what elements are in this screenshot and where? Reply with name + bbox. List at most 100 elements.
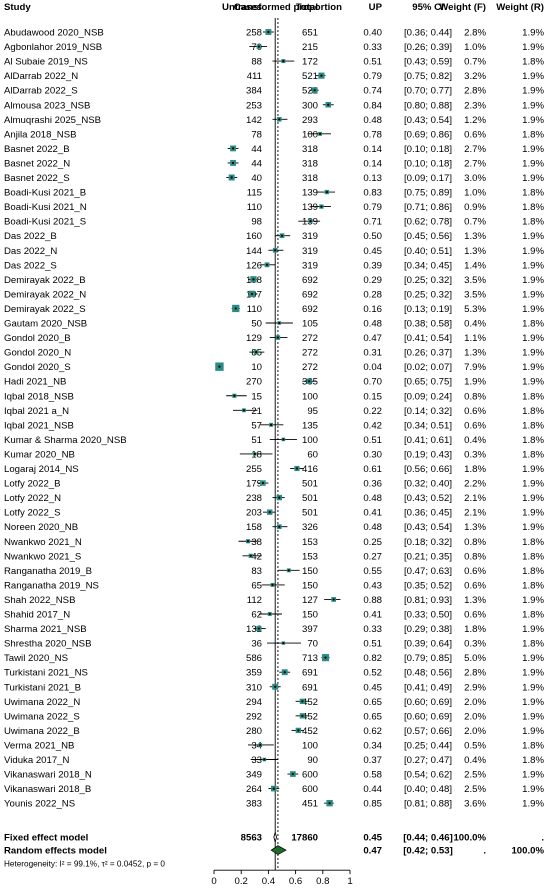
study-label: Verma 2021_NB xyxy=(4,740,74,751)
study-weight-r: 1.8% xyxy=(522,639,544,650)
study-weight-r: 1.9% xyxy=(522,624,544,635)
study-cases: 253 xyxy=(246,100,262,111)
study-cases: 179 xyxy=(246,479,262,490)
study-label: Das 2022_N xyxy=(4,246,57,257)
study-point xyxy=(274,249,277,252)
study-up: 0.41 xyxy=(363,610,382,621)
study-label: Vikanaswari 2018_N xyxy=(4,770,92,781)
study-ci: [0.26; 0.39] xyxy=(404,42,452,53)
study-label: Iqbal 2021_NSB xyxy=(4,420,74,431)
study-total: 90 xyxy=(307,755,318,766)
study-ci: [0.36; 0.45] xyxy=(404,508,452,519)
study-total: 451 xyxy=(302,799,318,810)
study-point xyxy=(270,423,273,426)
study-weight-f: 2.8% xyxy=(464,668,486,679)
study-total: 416 xyxy=(302,464,318,475)
study-label: Das 2022_B xyxy=(4,231,57,242)
random-effects-up: 0.47 xyxy=(363,846,382,857)
study-weight-r: 1.8% xyxy=(522,449,544,460)
study-ci: [0.45; 0.56] xyxy=(404,231,452,242)
study-ci: [0.09; 0.17] xyxy=(404,173,452,184)
study-point xyxy=(250,292,254,295)
study-weight-r: 1.9% xyxy=(522,464,544,475)
study-weight-f: 5.3% xyxy=(464,304,486,315)
study-weight-f: 2.1% xyxy=(464,493,486,504)
study-point xyxy=(332,598,335,601)
study-label: Gautam 2020_NSB xyxy=(4,319,87,330)
study-cases: 65 xyxy=(251,580,262,591)
study-cases: 10 xyxy=(251,362,262,373)
study-cases: 70 xyxy=(251,42,262,53)
study-up: 0.70 xyxy=(363,377,382,388)
study-point xyxy=(265,263,269,266)
study-cases: 384 xyxy=(246,86,263,97)
study-total: 139 xyxy=(302,202,318,213)
study-up: 0.65 xyxy=(363,697,382,708)
study-total: 452 xyxy=(302,711,318,722)
study-ci: [0.60; 0.69] xyxy=(404,711,452,722)
study-ci: [0.43; 0.54] xyxy=(404,522,452,533)
study-weight-f: 0.6% xyxy=(464,406,486,417)
study-weight-r: 1.9% xyxy=(522,86,544,97)
study-ci: [0.36; 0.44] xyxy=(404,28,452,39)
study-weight-r: 1.8% xyxy=(522,406,544,417)
study-weight-f: 7.9% xyxy=(464,362,486,373)
study-weight-r: 1.9% xyxy=(522,173,544,184)
random-effects-weight-r: 100.0% xyxy=(511,846,544,857)
fixed-effect-cases: 8563 xyxy=(241,833,262,844)
study-weight-r: 1.9% xyxy=(522,71,544,82)
study-weight-f: 0.5% xyxy=(464,740,486,751)
study-label: Lotfy 2022_S xyxy=(4,508,61,519)
study-ci: [0.80; 0.88] xyxy=(404,100,452,111)
study-weight-f: 2.7% xyxy=(464,158,486,169)
study-cases: 112 xyxy=(247,595,262,606)
study-point xyxy=(252,278,255,281)
fixed-effect-weight-f: 100.0% xyxy=(453,833,486,844)
study-label: Das 2022_S xyxy=(4,260,57,271)
study-up: 0.47 xyxy=(363,333,382,344)
study-label: Boadi-Kusi 2021_B xyxy=(4,188,86,199)
study-ci: [0.71; 0.86] xyxy=(404,202,452,213)
study-total: 70 xyxy=(307,639,318,650)
study-up: 0.52 xyxy=(363,668,382,679)
study-ci: [0.65; 0.75] xyxy=(404,377,452,388)
study-up: 0.48 xyxy=(363,522,382,533)
study-weight-f: 2.9% xyxy=(464,682,486,693)
study-total: 153 xyxy=(302,551,318,562)
study-weight-r: 1.9% xyxy=(522,711,544,722)
study-point xyxy=(278,496,281,499)
study-ci: [0.32; 0.40] xyxy=(404,479,452,490)
study-weight-r: 1.9% xyxy=(522,522,544,533)
study-weight-f: 0.3% xyxy=(464,639,486,650)
study-cases: 15 xyxy=(251,391,262,402)
study-ci: [0.70; 0.77] xyxy=(404,86,452,97)
study-up: 0.04 xyxy=(363,362,382,373)
study-point xyxy=(325,190,328,194)
study-up: 0.45 xyxy=(363,246,382,257)
study-cases: 62 xyxy=(251,610,262,621)
study-total: 318 xyxy=(302,144,318,155)
study-total: 452 xyxy=(302,697,318,708)
study-weight-f: 0.7% xyxy=(464,57,486,68)
study-ci: [0.81; 0.88] xyxy=(404,799,452,810)
study-total: 319 xyxy=(302,260,318,271)
fixed-effect-total: 17860 xyxy=(291,833,318,844)
study-up: 0.37 xyxy=(363,755,382,766)
study-cases: 50 xyxy=(251,319,262,330)
study-up: 0.30 xyxy=(363,449,382,460)
study-total: 692 xyxy=(302,289,318,300)
random-effects-label: Random effects model xyxy=(4,846,107,857)
study-ci: [0.39; 0.64] xyxy=(404,639,452,650)
study-point xyxy=(318,132,322,135)
study-weight-r: 1.8% xyxy=(522,57,544,68)
study-total: 501 xyxy=(302,493,318,504)
study-label: Iqbal 2021 a_N xyxy=(4,406,69,417)
study-label: Abudawood 2020_NSB xyxy=(4,28,104,39)
study-weight-f: 2.5% xyxy=(464,784,486,795)
study-total: 691 xyxy=(302,668,318,679)
study-weight-f: 2.3% xyxy=(464,100,486,111)
study-label: Lotfy 2022_N xyxy=(4,493,61,504)
study-weight-f: 0.7% xyxy=(464,217,486,228)
x-axis-tick-label: 0.6 xyxy=(289,876,302,887)
study-total: 691 xyxy=(302,682,318,693)
